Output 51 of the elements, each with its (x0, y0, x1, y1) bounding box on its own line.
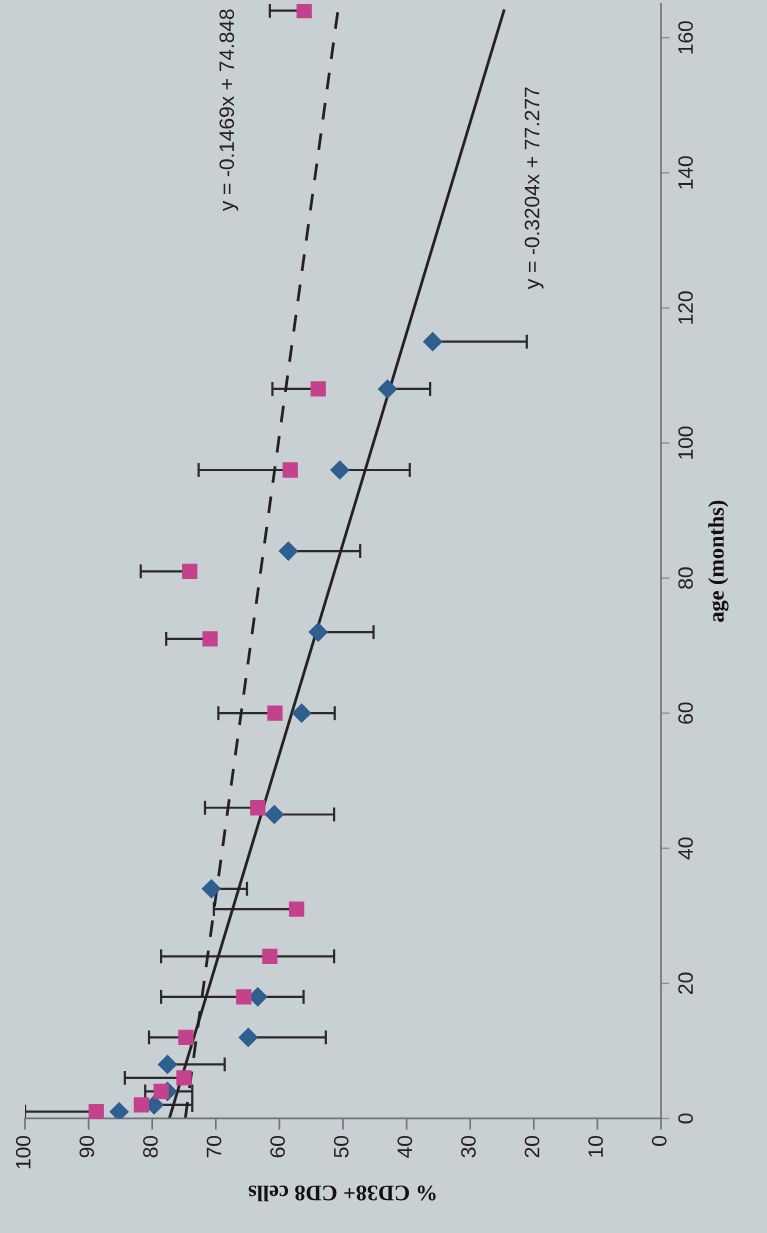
point (278, 541, 298, 561)
x-tick-label: 0 (651, 1135, 667, 1146)
point (88, 1104, 104, 1119)
point (238, 1027, 258, 1047)
point (377, 379, 398, 399)
y-tick-label: 120 (678, 291, 693, 324)
point (153, 1083, 169, 1100)
x-tick-label: 100 (15, 1135, 31, 1169)
point (182, 563, 198, 579)
y-tick-label: 0 (678, 1113, 693, 1124)
point (248, 987, 268, 1007)
x-tick-label: 50 (333, 1135, 349, 1158)
point (292, 703, 312, 723)
point (308, 622, 328, 642)
point (423, 332, 443, 352)
point (267, 705, 283, 721)
point (236, 989, 252, 1005)
y-axis-title: age (months) (708, 500, 729, 622)
point (330, 460, 350, 480)
y-tick-label: 160 (678, 21, 693, 54)
point (109, 1102, 129, 1119)
point (178, 1029, 194, 1046)
annotation: y = -0.3204x + 77.277 (524, 87, 544, 290)
y-tick-label: 100 (678, 426, 693, 459)
x-tick-label: 10 (588, 1135, 603, 1157)
x-tick-label: 30 (461, 1135, 476, 1158)
point (288, 901, 305, 917)
point (133, 1097, 150, 1113)
x-axis-title: % CD38+ CD8 cells (248, 1185, 436, 1202)
annotation: y = -0.1469x + 74.848 (219, 9, 239, 212)
x-tick-label: 70 (206, 1135, 222, 1158)
x-tick-label: 20 (524, 1135, 540, 1158)
point (264, 804, 284, 825)
point (262, 948, 278, 964)
point (201, 879, 221, 899)
point (310, 381, 326, 397)
point (176, 1070, 192, 1086)
point (282, 462, 298, 478)
point (157, 1054, 177, 1074)
x-tick-label: 90 (79, 1135, 95, 1158)
x-tick-label: 40 (397, 1135, 413, 1158)
point (296, 3, 312, 19)
point (202, 631, 218, 647)
y-tick-label: 140 (678, 156, 693, 189)
y-tick-label: 80 (678, 567, 693, 589)
y-tick-label: 20 (678, 972, 693, 994)
y-tick-label: 60 (678, 702, 693, 724)
x-tick-label: 80 (143, 1135, 158, 1158)
point (250, 800, 266, 816)
x-tick-label: 60 (270, 1135, 285, 1158)
y-tick-label: 40 (678, 837, 693, 860)
